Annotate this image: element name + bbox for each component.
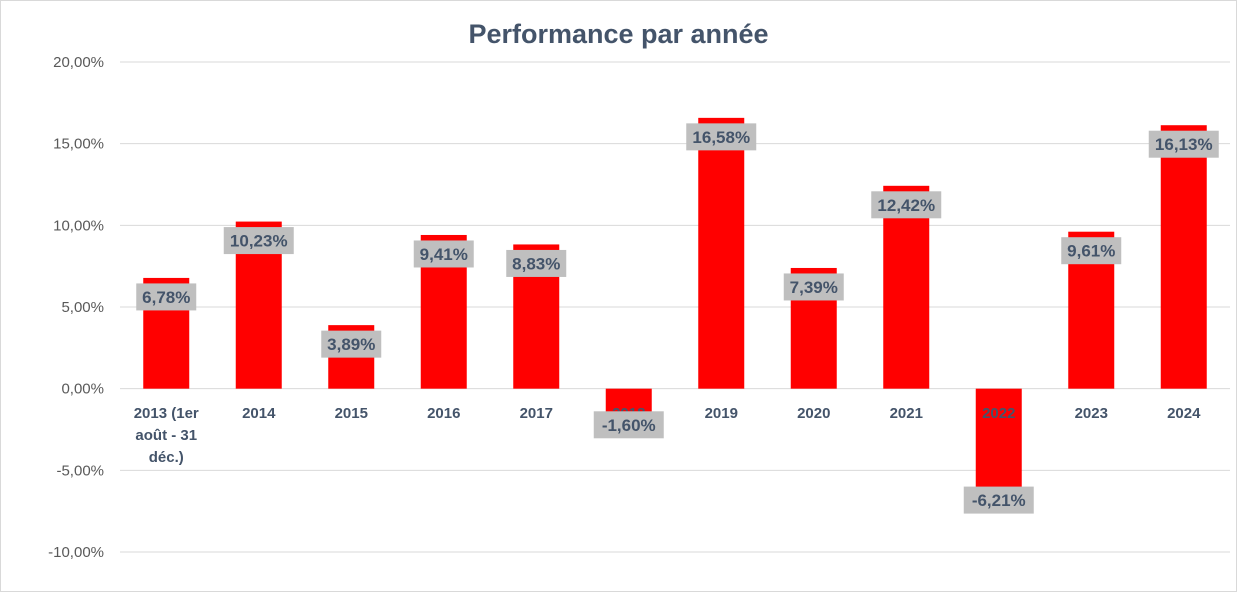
category-label: 2013 (1er [134, 405, 199, 422]
category-label: août - 31 [135, 427, 197, 444]
data-label-box [783, 273, 844, 301]
data-label: 16,58% [692, 128, 750, 147]
y-tick-label: -5,00% [56, 462, 104, 479]
data-label: 3,89% [327, 335, 375, 354]
category-label: 2016 [427, 405, 460, 422]
data-label-box [963, 486, 1034, 514]
data-label: 10,23% [230, 232, 288, 251]
data-label: -1,60% [602, 416, 656, 435]
data-label: 16,13% [1155, 135, 1213, 154]
category-label: 2022 [982, 405, 1015, 422]
bar [698, 117, 745, 389]
category-label: 2021 [890, 405, 923, 422]
data-label-box [136, 283, 197, 311]
bar [1160, 125, 1207, 389]
chart-title: Performance par année [468, 19, 769, 49]
y-tick-label: 15,00% [53, 136, 104, 153]
category-label: 2019 [705, 405, 738, 422]
category-label: 2023 [1075, 405, 1108, 422]
bar [883, 185, 930, 389]
data-label-box [321, 330, 382, 358]
category-label: 2017 [520, 405, 553, 422]
data-label-box [871, 191, 942, 219]
y-tick-label: 0,00% [61, 381, 104, 398]
y-tick-label: 10,00% [53, 217, 104, 234]
data-label: 9,61% [1067, 242, 1115, 261]
data-label-box [506, 249, 567, 277]
data-label: 7,39% [790, 278, 838, 297]
category-label: 2014 [242, 405, 276, 422]
data-label-box [593, 411, 664, 439]
data-label-box [1148, 130, 1219, 158]
category-label: 2020 [797, 405, 830, 422]
data-label-box [413, 240, 474, 268]
bar [975, 388, 1022, 491]
data-label: -6,21% [972, 491, 1026, 510]
data-label: 9,41% [420, 245, 468, 264]
category-label: 2015 [335, 405, 368, 422]
data-label-box [223, 227, 294, 255]
data-label: 12,42% [877, 196, 935, 215]
y-tick-label: 5,00% [61, 299, 104, 316]
bar [605, 388, 652, 415]
category-label: 2024 [1167, 405, 1201, 422]
category-label: déc.) [149, 449, 184, 466]
y-tick-label: -10,00% [48, 544, 104, 561]
data-label-box [1061, 237, 1122, 265]
y-tick-label: 20,00% [53, 54, 104, 71]
data-label-box [686, 123, 757, 151]
data-label: 8,83% [512, 254, 560, 273]
data-label: 6,78% [142, 288, 190, 307]
